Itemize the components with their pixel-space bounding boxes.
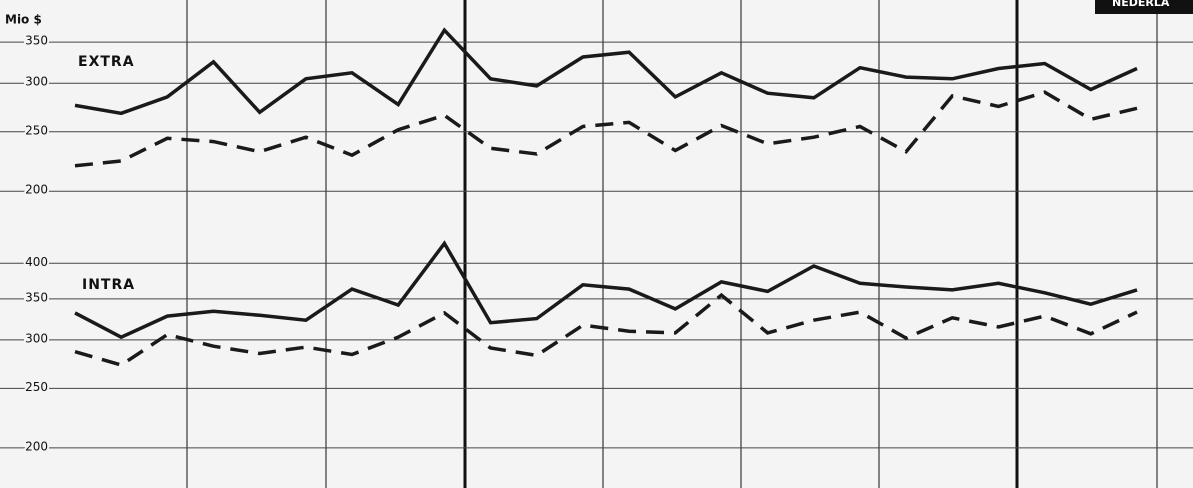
panel-title: INTRA bbox=[82, 277, 135, 293]
data-line bbox=[74, 240, 1138, 340]
y-tick-label: 250 bbox=[25, 123, 48, 137]
vertical-grid bbox=[186, 0, 1158, 488]
y-tick-label: 250 bbox=[25, 380, 48, 394]
data-line bbox=[74, 292, 1138, 367]
y-tick-label: 350 bbox=[25, 290, 48, 304]
unit-label: Mio $ bbox=[5, 13, 42, 27]
y-tick-label: 350 bbox=[25, 34, 48, 48]
badge-box bbox=[1095, 0, 1193, 14]
data-line bbox=[74, 27, 1138, 116]
panel-title: EXTRA bbox=[78, 54, 135, 70]
y-tick-label: 300 bbox=[25, 331, 48, 345]
badge-label: NEDERLA bbox=[1112, 0, 1170, 9]
data-line bbox=[74, 90, 1138, 168]
y-tick-label: 200 bbox=[25, 439, 48, 453]
y-tick-label: 200 bbox=[25, 183, 48, 197]
y-tick-label: 300 bbox=[25, 75, 48, 89]
y-tick-label: 400 bbox=[25, 255, 48, 269]
